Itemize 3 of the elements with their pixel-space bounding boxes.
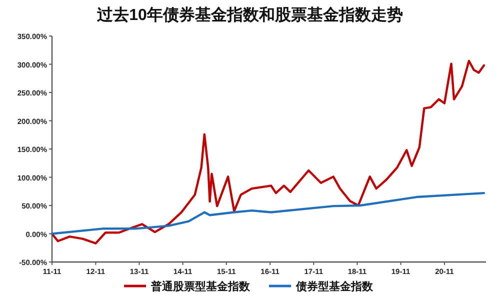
legend-label: 普通股票型基金指数 — [150, 280, 251, 293]
chart-title: 过去10年债券基金指数和股票基金指数走势 — [96, 6, 403, 24]
legend-label: 债券型基金指数 — [295, 280, 374, 293]
